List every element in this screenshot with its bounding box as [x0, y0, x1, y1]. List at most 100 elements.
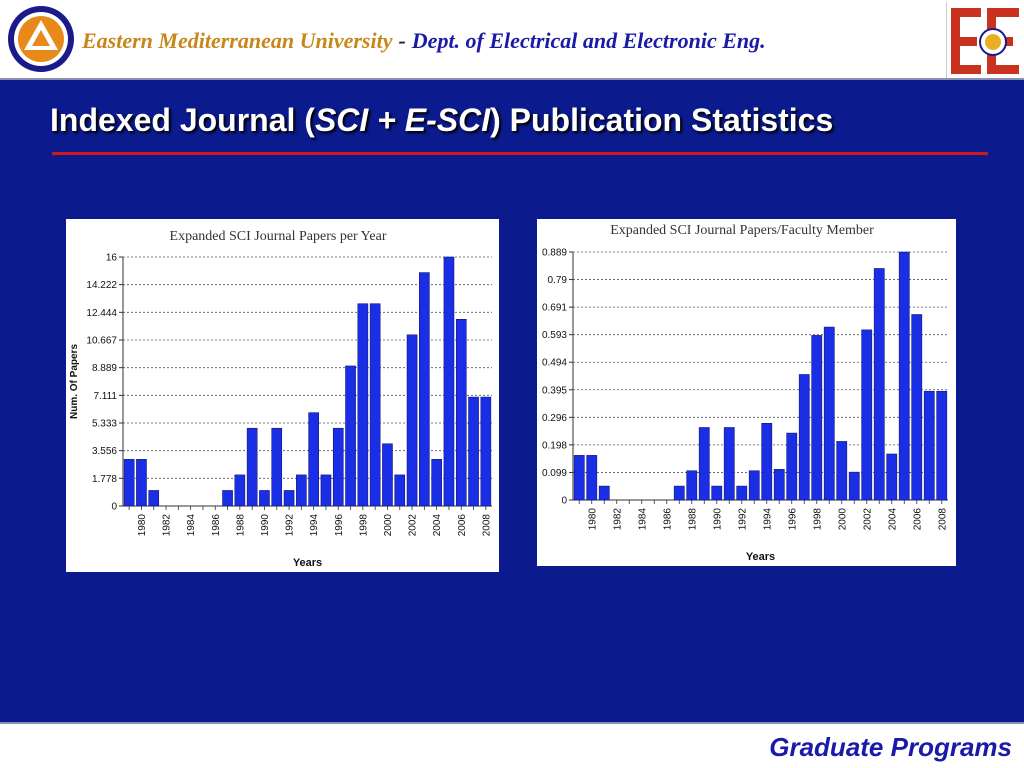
- title-underline: [52, 152, 988, 155]
- y-tick-label: 12.444: [86, 308, 117, 319]
- bar: [148, 490, 160, 507]
- x-tick-label: 1986: [211, 514, 222, 537]
- y-tick-label: 0.099: [542, 468, 567, 479]
- y-tick-label: 1.778: [92, 474, 117, 485]
- bar: [431, 459, 442, 507]
- x-tick-label: 2000: [837, 508, 848, 531]
- y-tick-label: 16: [106, 253, 118, 264]
- x-tick-label: 1988: [235, 514, 246, 537]
- bar: [136, 459, 147, 507]
- bar: [836, 441, 848, 501]
- header-separator: -: [398, 28, 406, 53]
- bar: [873, 268, 885, 501]
- x-tick-label: 1986: [662, 508, 673, 531]
- bar: [259, 490, 270, 507]
- bar: [798, 374, 810, 501]
- y-tick-label: 0.494: [542, 358, 567, 369]
- x-tick-label: 1996: [787, 508, 798, 531]
- bar: [586, 455, 598, 501]
- x-tick-label: 2008: [481, 514, 492, 537]
- y-tick-label: 0: [561, 496, 567, 507]
- y-tick-label: 0: [111, 502, 117, 513]
- y-tick-label: 0.296: [542, 413, 567, 424]
- bar: [736, 485, 748, 501]
- plot-area: [123, 257, 492, 506]
- university-logo: [6, 4, 76, 74]
- x-tick-label: 2004: [887, 508, 898, 531]
- bar: [823, 326, 835, 501]
- bar: [332, 427, 344, 507]
- bar: [296, 474, 307, 507]
- bar: [723, 427, 735, 501]
- footer-bar: Graduate Programs: [0, 722, 1024, 768]
- chart-title: Expanded SCI Journal Papers per Year: [170, 229, 387, 244]
- x-tick-label: 2002: [862, 508, 873, 531]
- bar: [320, 474, 332, 507]
- x-tick-label: 1984: [637, 508, 648, 531]
- plot-area: [573, 252, 948, 500]
- bar: [811, 335, 823, 501]
- x-tick-label: 1984: [186, 514, 197, 537]
- bar: [848, 471, 860, 501]
- x-tick-label: 2006: [912, 508, 923, 531]
- x-tick-label: 1992: [737, 508, 748, 531]
- x-tick-label: 1990: [712, 508, 723, 531]
- header-title: Eastern Mediterranean University - Dept. o…: [82, 28, 942, 54]
- bar: [936, 390, 948, 501]
- chart-papers-per-year: Expanded SCI Journal Papers per Year 0 1.7…: [66, 219, 499, 572]
- bar: [419, 272, 430, 507]
- x-tick-label: 1990: [260, 514, 271, 537]
- university-name: Eastern Mediterranean University: [82, 28, 393, 53]
- bar: [748, 470, 760, 501]
- bar: [786, 432, 798, 501]
- x-tick-label: 1988: [687, 508, 698, 531]
- y-tick-label: 14.222: [86, 280, 117, 291]
- bar: [406, 334, 418, 507]
- x-tick-label: 1992: [285, 514, 296, 537]
- bar: [911, 314, 923, 501]
- bar: [308, 412, 319, 507]
- bar: [345, 365, 356, 507]
- bar: [773, 469, 785, 501]
- x-tick-label: 1998: [812, 508, 823, 531]
- y-axis-label: Num. Of Papers: [69, 344, 80, 419]
- y-tick-label: 7.111: [93, 391, 117, 402]
- footer-label: Graduate Programs: [769, 732, 1012, 762]
- y-tick-label: 0.691: [542, 303, 567, 314]
- bar: [573, 455, 585, 501]
- bar: [123, 459, 135, 507]
- y-tick-label: 8.889: [92, 363, 117, 374]
- title-suffix: ) Publication Statistics: [490, 102, 834, 138]
- department-logo: [946, 2, 1023, 78]
- bar: [222, 490, 233, 507]
- x-tick-label: 1998: [358, 514, 369, 537]
- x-tick-label: 1996: [334, 514, 345, 537]
- bar: [686, 470, 698, 501]
- x-tick-label: 1994: [309, 514, 320, 537]
- bar: [698, 427, 710, 501]
- bar: [598, 485, 610, 501]
- x-tick-label: 1994: [762, 508, 773, 531]
- x-tick-label: 2000: [383, 514, 394, 537]
- bar: [234, 474, 246, 507]
- x-tick-label: 1980: [137, 514, 148, 537]
- bar: [455, 319, 467, 507]
- x-tick-label: 1982: [612, 508, 623, 531]
- department-name: Dept. of Electrical and Electronic Eng.: [411, 28, 766, 53]
- bar: [271, 427, 283, 507]
- x-tick-label: 2004: [432, 514, 443, 537]
- chart-papers-per-faculty: Expanded SCI Journal Papers/Faculty Memb…: [537, 219, 956, 566]
- y-tick-label: 0.395: [542, 385, 567, 396]
- bar: [761, 423, 773, 501]
- title-emphasis: SCI + E-SCI: [314, 102, 491, 138]
- y-tick-label: 0.198: [542, 440, 567, 451]
- chart-papers-per-year-svg: Expanded SCI Journal Papers per Year 0 1.7…: [69, 229, 492, 569]
- bar: [711, 485, 723, 501]
- x-tick-label: 1980: [587, 508, 598, 531]
- y-tick-label: 3.556: [92, 446, 117, 457]
- x-axis-label: Years: [293, 557, 322, 569]
- bar: [923, 390, 935, 501]
- y-tick-label: 10.667: [86, 336, 117, 347]
- bar: [369, 303, 381, 507]
- y-tick-label: 0.889: [542, 248, 567, 259]
